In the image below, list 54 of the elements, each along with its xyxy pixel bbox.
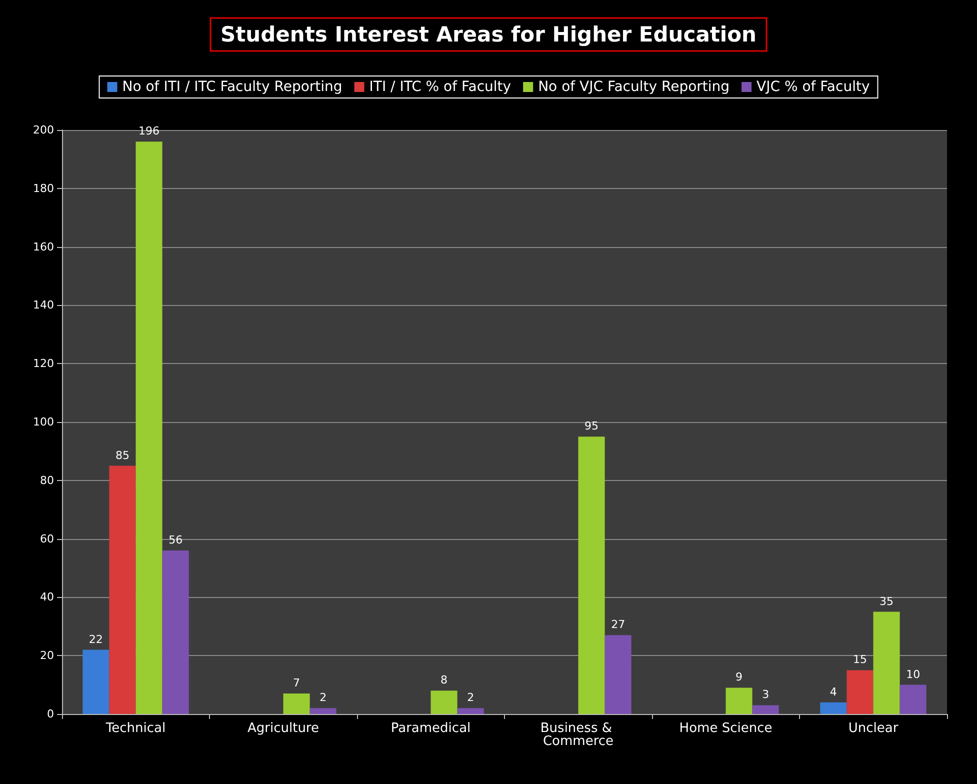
data-label: 2 <box>320 691 327 704</box>
bar <box>162 550 189 714</box>
legend-label: No of VJC Faculty Reporting <box>538 79 730 95</box>
bar <box>578 436 605 714</box>
bar <box>820 702 847 714</box>
bar <box>136 142 162 714</box>
data-label: 95 <box>584 420 599 433</box>
data-label: 85 <box>115 448 130 462</box>
bar <box>310 708 336 714</box>
bar <box>900 684 926 714</box>
y-tick-label: 160 <box>33 240 54 254</box>
bar <box>846 670 874 714</box>
data-label: 3 <box>762 688 770 702</box>
legend-label: VJC % of Faculty <box>756 79 870 95</box>
bar <box>457 708 484 714</box>
bar <box>283 694 310 714</box>
y-tick-label: 200 <box>33 124 54 136</box>
y-tick-label: 40 <box>40 590 54 604</box>
data-label: 35 <box>880 594 894 608</box>
y-tick-label: 60 <box>40 532 54 546</box>
bar <box>752 705 779 714</box>
data-label: 56 <box>168 533 183 546</box>
x-tick-label: Paramedical <box>390 721 471 736</box>
bar <box>109 466 136 714</box>
y-tick-label: 140 <box>33 298 54 312</box>
bar <box>430 690 458 714</box>
data-label: 27 <box>611 618 626 632</box>
legend-label: No of ITI / ITC Faculty Reporting <box>122 79 342 95</box>
chart-title: Students Interest Areas for Higher Education <box>220 22 756 46</box>
x-tick-label: Agriculture <box>248 721 319 736</box>
bar <box>82 650 110 714</box>
y-tick-label: 180 <box>33 182 54 195</box>
x-tick-label: Technical <box>104 721 166 736</box>
data-label: 15 <box>852 653 867 666</box>
bar <box>604 635 632 714</box>
data-label: 22 <box>88 632 103 646</box>
data-label: 8 <box>440 674 448 687</box>
bar <box>873 612 900 714</box>
y-tick-label: 80 <box>40 474 54 487</box>
y-tick-label: 120 <box>33 357 54 370</box>
y-tick-label: 100 <box>33 416 54 428</box>
data-label: 10 <box>906 668 920 681</box>
legend-label: ITI / ITC % of Faculty <box>369 79 512 95</box>
x-tick-label: Business & Commerce <box>540 721 616 749</box>
data-label: 7 <box>293 676 300 690</box>
x-tick-label: Unclear <box>848 721 899 736</box>
data-label: 2 <box>467 691 474 704</box>
data-label: 9 <box>736 670 743 684</box>
x-tick-label: Home Science <box>679 721 772 736</box>
data-label: 196 <box>138 124 160 138</box>
y-tick-label: 20 <box>40 649 54 662</box>
y-tick-label: 0 <box>47 708 54 720</box>
data-label: 4 <box>830 685 837 698</box>
bar <box>726 688 752 714</box>
